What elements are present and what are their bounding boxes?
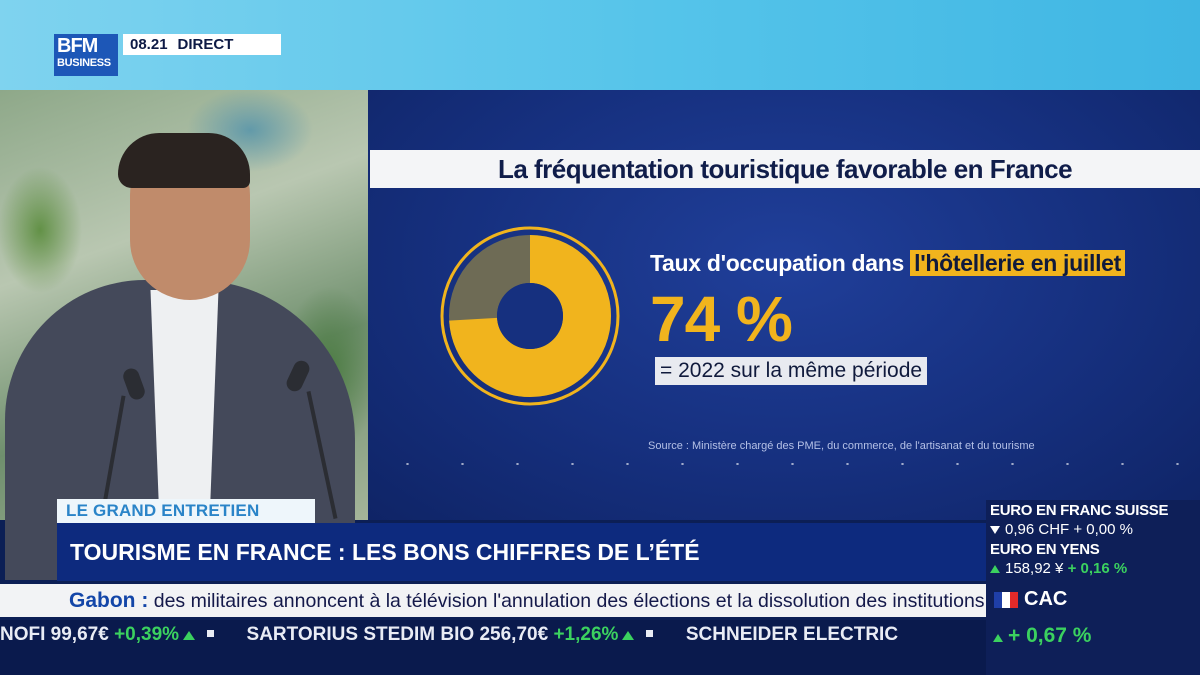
stat-note: = 2022 sur la même période xyxy=(655,357,928,385)
stat-value: 74 % xyxy=(650,283,793,355)
infographic-title-band: La fréquentation touristique favorable e… xyxy=(370,150,1200,188)
france-flag-icon xyxy=(994,592,1018,608)
trend-up-icon xyxy=(990,565,1000,573)
logo-line2: BUSINESS xyxy=(57,57,111,69)
live-label: DIRECT xyxy=(177,36,234,53)
news-topic: Gabon : xyxy=(69,589,149,612)
ticker-separator-icon xyxy=(207,629,215,637)
stock-change: +0,39% xyxy=(114,624,180,645)
source-note: Source : Ministère chargé des PME, du co… xyxy=(648,440,1035,452)
stock-price: 99,67€ xyxy=(50,624,109,645)
index-change: + 0,67 % xyxy=(1008,624,1092,647)
clock-time: 08.21 xyxy=(130,36,168,53)
guest-hair xyxy=(118,133,250,188)
trend-up-icon xyxy=(183,631,196,640)
occupancy-donut-chart xyxy=(440,226,620,406)
stock-price: 256,70€ xyxy=(479,624,549,645)
decorative-dots xyxy=(380,463,1180,465)
index-name: CAC xyxy=(1024,588,1068,610)
live-clock-box: 08.21 DIRECT xyxy=(123,34,281,55)
trend-up-icon xyxy=(622,631,635,640)
segment-tag: LE GRAND ENTRETIEN xyxy=(57,499,315,523)
stock-item: NOFI 99,67€ +0,39% xyxy=(0,620,232,650)
fx-name: EURO EN FRANC SUISSE xyxy=(990,502,1169,519)
channel-logo: BFM BUSINESS xyxy=(54,34,118,76)
stock-item: SARTORIUS STEDIM BIO 256,70€ +1,26% xyxy=(247,620,672,650)
logo-line1: BFM xyxy=(57,35,98,57)
donut-outer-ring xyxy=(440,226,620,406)
fx-change: + 0,00 % xyxy=(1073,521,1134,538)
headline-text: TOURISME EN FRANCE : LES BONS CHIFFRES D… xyxy=(70,539,700,565)
infographic-title: La fréquentation touristique favorable e… xyxy=(497,154,1073,184)
guest-shirt xyxy=(150,290,219,510)
headline-band: TOURISME EN FRANCE : LES BONS CHIFFRES D… xyxy=(57,523,986,581)
stock-change: +1,26% xyxy=(553,624,619,645)
news-text: des militaires annoncent à la télévision… xyxy=(148,590,986,612)
stock-name: SARTORIUS STEDIM BIO xyxy=(246,624,475,645)
stat-label: Taux d'occupation dans l'hôtellerie en j… xyxy=(650,250,1126,277)
neutral-trend-icon xyxy=(990,526,1000,534)
trend-up-icon xyxy=(993,634,1003,642)
stock-name: SCHNEIDER ELECTRIC xyxy=(685,624,899,645)
bottom-bar xyxy=(0,650,986,675)
markets-panel: EURO EN FRANC SUISSE 0,96 CHF + 0,00 % E… xyxy=(986,500,1200,675)
news-ticker-left-strip xyxy=(0,584,57,617)
fx-name: EURO EN YENS xyxy=(990,541,1100,558)
fx-value: 158,92 ¥ xyxy=(1005,560,1064,577)
stat-label-prefix: Taux d'occupation dans xyxy=(650,250,911,276)
index-change-row: + 0,67 % xyxy=(993,624,1091,648)
fx-change: + 0,16 % xyxy=(1067,560,1128,577)
stock-name: NOFI xyxy=(0,624,46,645)
donut-occupancy-slice xyxy=(449,235,611,397)
fx-value-row: 158,92 ¥ + 0,16 % xyxy=(990,560,1127,577)
fx-value: 0,96 CHF xyxy=(1005,521,1070,538)
news-ticker: Gabon : des militaires annoncent à la té… xyxy=(57,584,986,617)
donut-hole xyxy=(497,283,563,349)
ticker-separator-icon xyxy=(646,629,654,637)
fx-value-row: 0,96 CHF + 0,00 % xyxy=(990,521,1133,538)
stock-item: SCHNEIDER ELECTRIC xyxy=(686,620,898,650)
stock-ticker: NOFI 99,67€ +0,39% SARTORIUS STEDIM BIO … xyxy=(0,620,986,650)
stat-label-highlight: l'hôtellerie en juillet xyxy=(910,250,1126,276)
